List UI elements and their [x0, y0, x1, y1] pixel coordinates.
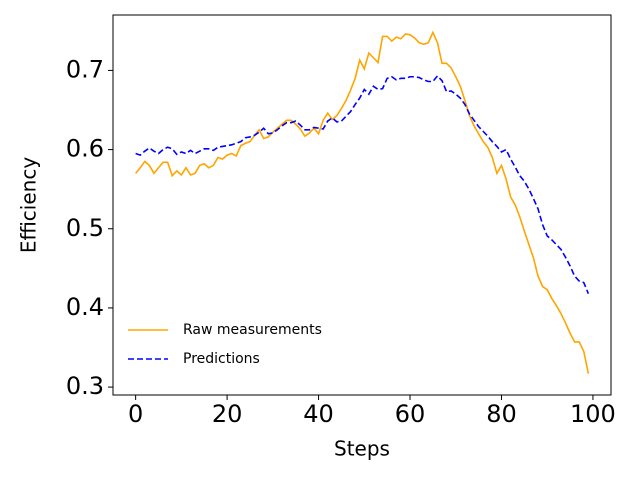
x-tick-label: 20 — [212, 400, 243, 428]
plot-frame — [112, 14, 612, 396]
x-tick-label: 80 — [486, 400, 517, 428]
series-line — [135, 30, 590, 374]
x-tick-label: 60 — [395, 400, 426, 428]
legend-label: Predictions — [183, 351, 260, 367]
y-tick-label: 0.4 — [66, 293, 104, 321]
y-tick-label: 0.3 — [66, 372, 104, 400]
y-tick-label: 0.5 — [66, 214, 104, 242]
y-tick-label: 0.7 — [66, 55, 104, 83]
x-tick-label: 0 — [128, 400, 143, 428]
y-tick-label: 0.6 — [66, 135, 104, 163]
x-tick-label: 100 — [570, 400, 616, 428]
series-line — [135, 74, 590, 294]
y-axis-label: Efficiency — [17, 157, 41, 254]
x-tick-label: 40 — [303, 400, 334, 428]
x-axis-label: Steps — [334, 437, 390, 461]
legend-label: Raw measurements — [183, 322, 322, 338]
